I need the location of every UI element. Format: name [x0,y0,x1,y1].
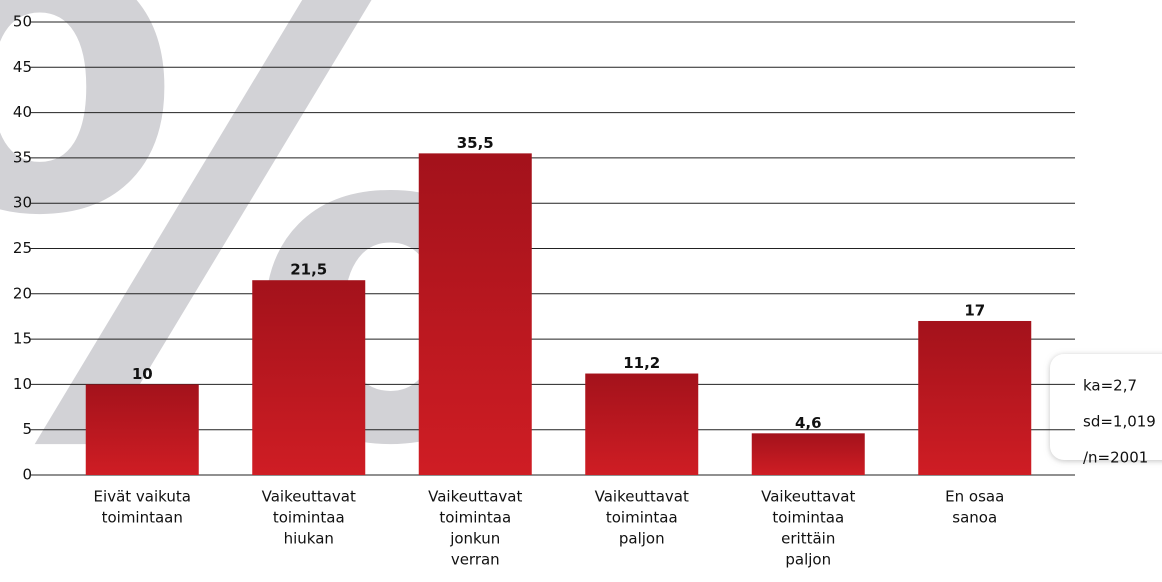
x-tick-label-line: toimintaa [606,509,678,527]
y-tick-label: 15 [13,330,32,348]
y-tick-label: 25 [13,239,32,257]
y-tick-label: 45 [13,58,32,76]
value-label: 35,5 [457,134,494,152]
y-tick-label: 30 [13,194,32,212]
x-tick-label-line: jonkun [449,530,500,548]
x-tick-label-line: hiukan [284,530,334,548]
x-tick-label: Vaikeuttavat toimintaa hiukan [262,488,356,548]
x-tick-label: Vaikeuttavat toimintaa jonkun verran [428,488,522,569]
bar [918,320,1032,475]
bar [585,373,699,475]
y-tick-label: 10 [13,375,32,393]
x-tick-label-line: Vaikeuttavat [595,488,689,506]
y-tick-label: 0 [22,466,32,484]
x-tick-label-line: Eivät vaikuta [94,488,191,506]
x-tick-label: Vaikeuttavat toimintaa paljon [595,488,689,548]
x-tick-label-line: verran [451,551,500,569]
x-tick-label-line: toimintaan [102,509,183,527]
bar [252,280,366,475]
x-tick-label-line: En osaa [945,488,1004,506]
y-tick-label: 5 [22,420,32,438]
x-tick-label: Eivät vaikuta toimintaan [94,488,191,527]
annotation: /n=2001 [1083,449,1148,467]
y-tick-label: 35 [13,148,32,166]
x-tick-label-line: toimintaa [772,509,844,527]
y-tick-label: 40 [13,103,32,121]
bar [751,433,865,475]
y-tick-label: 50 [13,13,32,31]
x-tick-label-line: Vaikeuttavat [428,488,522,506]
x-tick-label-line: paljon [785,551,831,569]
value-label: 17 [964,301,985,319]
value-label: 11,2 [623,354,660,372]
value-label: 21,5 [290,261,327,279]
stats-box [1050,354,1162,460]
bar [85,384,199,475]
x-tick-label-line: sanoa [952,509,997,527]
x-tick-label-line: paljon [619,530,665,548]
x-tick-label: Vaikeuttavat toimintaa erittäin paljon [761,488,855,569]
x-tick-label-line: Vaikeuttavat [262,488,356,506]
value-label: 4,6 [795,414,822,432]
annotation: ka=2,7 [1083,377,1137,395]
value-label: 10 [132,365,153,383]
x-tick-label-line: Vaikeuttavat [761,488,855,506]
x-tick-label-line: toimintaa [273,509,345,527]
x-tick-label-line: toimintaa [439,509,511,527]
bar [418,153,532,475]
x-tick-label-line: erittäin [781,530,835,548]
x-tick-label: En osaa sanoa [945,488,1004,527]
annotation: sd=1,019 [1083,413,1156,431]
y-tick-label: 20 [13,284,32,302]
